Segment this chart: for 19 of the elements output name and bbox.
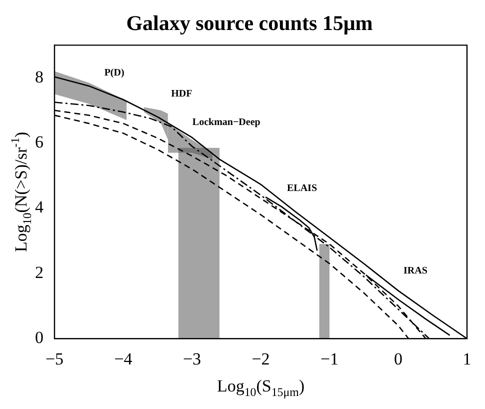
annotation: IRAS <box>403 265 428 276</box>
y-axis-title: Log10(N(>S)/sr-1) <box>8 132 34 252</box>
x-tick-label: −1 <box>320 349 339 368</box>
x-tick-label: −3 <box>182 349 202 368</box>
y-tick-label: 2 <box>35 262 44 282</box>
x-tick-label: 1 <box>462 349 472 368</box>
y-tick-label: 6 <box>35 132 44 152</box>
annotation: HDF <box>171 88 192 100</box>
y-tick-label: 8 <box>35 67 44 86</box>
x-tick-label: 0 <box>394 349 402 368</box>
annotation: Lockman−Deep <box>192 117 261 128</box>
y-tick-label: 4 <box>35 198 44 217</box>
annotation: P(D) <box>104 67 124 78</box>
chart-title: Galaxy source counts 15μm <box>126 11 374 36</box>
x-tick-label: −5 <box>45 349 64 368</box>
x-tick-label: −4 <box>114 349 133 368</box>
annotation: ELAIS <box>286 183 318 194</box>
y-tick-label: 0 <box>35 328 44 348</box>
x-tick-label: −2 <box>252 349 270 368</box>
